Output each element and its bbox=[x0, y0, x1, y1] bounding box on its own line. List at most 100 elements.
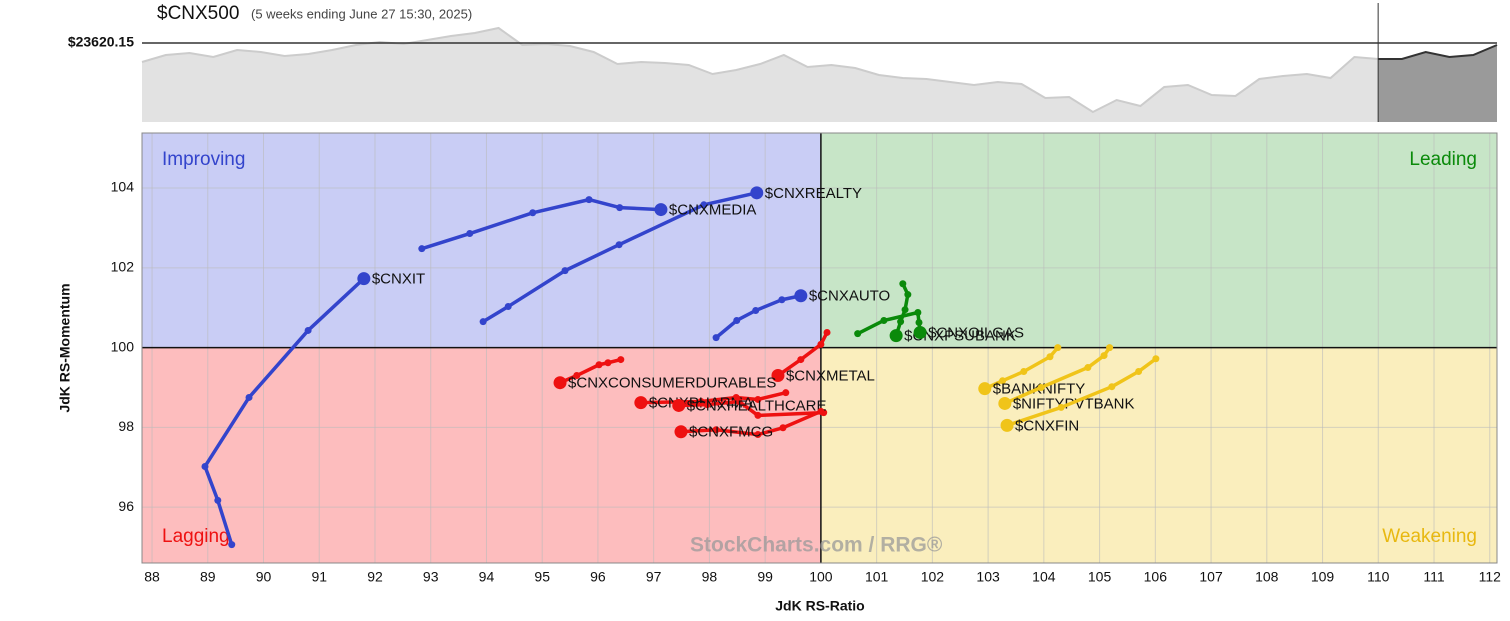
series-label: $CNXPSUBANK bbox=[904, 328, 1016, 345]
head-point bbox=[674, 425, 688, 439]
tail-point bbox=[1135, 368, 1143, 376]
tail-point bbox=[304, 326, 312, 334]
tail-point bbox=[561, 267, 569, 275]
quadrant-label: Leading bbox=[1409, 149, 1477, 170]
x-tick-label: 91 bbox=[311, 569, 327, 585]
tail-point bbox=[1152, 355, 1160, 363]
x-tick-label: 102 bbox=[921, 569, 945, 585]
tail-point bbox=[897, 318, 905, 326]
head-point bbox=[672, 398, 686, 412]
chart-subtitle: (5 weeks ending June 27 15:30, 2025) bbox=[251, 6, 472, 21]
head-point bbox=[913, 325, 927, 339]
tail-point bbox=[1020, 368, 1028, 376]
tail-point bbox=[703, 401, 711, 409]
x-tick-label: 108 bbox=[1255, 569, 1279, 585]
tail-point bbox=[1108, 383, 1116, 391]
tail-point bbox=[915, 318, 923, 326]
quadrant-label: Weakening bbox=[1382, 526, 1477, 547]
head-point bbox=[998, 396, 1012, 410]
tail-point bbox=[418, 245, 426, 253]
tail-point bbox=[904, 291, 912, 299]
series-label: $CNXHEALTHCARE bbox=[687, 397, 827, 414]
x-tick-label: 97 bbox=[646, 569, 662, 585]
tail-point bbox=[712, 334, 720, 342]
tail-point bbox=[999, 377, 1007, 385]
tail-point bbox=[778, 296, 786, 304]
x-tick-label: 95 bbox=[534, 569, 550, 585]
price-highlight-fill bbox=[1378, 45, 1497, 122]
tail-point bbox=[1100, 352, 1108, 360]
tail-point bbox=[617, 356, 625, 364]
plot-border bbox=[141, 132, 1498, 564]
x-tick-label: 109 bbox=[1311, 569, 1335, 585]
y-tick-label: 96 bbox=[118, 498, 134, 514]
tail-point bbox=[595, 361, 603, 369]
tail-point bbox=[504, 303, 512, 311]
series-label: $CNXREALTY bbox=[765, 185, 862, 202]
series-label: $CNXMEDIA bbox=[669, 202, 757, 219]
price-area-fill bbox=[142, 28, 1379, 122]
tail-point bbox=[466, 230, 474, 238]
series-label: $CNXFIN bbox=[1015, 417, 1079, 434]
tail-point bbox=[735, 397, 743, 405]
x-tick-label: 101 bbox=[865, 569, 889, 585]
tail-point bbox=[733, 316, 741, 324]
tail-point bbox=[529, 209, 537, 217]
tail-point bbox=[214, 496, 222, 504]
tail-point bbox=[700, 201, 708, 209]
tail-point bbox=[1106, 344, 1114, 352]
x-tick-label: 110 bbox=[1367, 569, 1390, 585]
series-label: $CNXCONSUMERDURABLES bbox=[568, 375, 776, 392]
head-point bbox=[357, 272, 371, 286]
head-point bbox=[889, 329, 903, 343]
head-point bbox=[771, 369, 785, 383]
x-tick-label: 94 bbox=[479, 569, 495, 585]
y-tick-label: 98 bbox=[118, 418, 134, 434]
tail-point bbox=[779, 424, 787, 432]
price-highlight-line bbox=[1378, 44, 1498, 60]
quadrant-label: Lagging bbox=[162, 526, 230, 547]
x-tick-label: 105 bbox=[1088, 569, 1112, 585]
tail-line bbox=[203, 277, 366, 546]
tail-point bbox=[817, 340, 825, 348]
tail-point bbox=[573, 372, 581, 380]
tail-point bbox=[479, 318, 487, 326]
reference-label: $23620.15 bbox=[68, 34, 134, 50]
tail-point bbox=[754, 411, 762, 419]
quadrant-label: Improving bbox=[162, 149, 245, 170]
tail-point bbox=[754, 431, 762, 439]
x-tick-label: 106 bbox=[1144, 569, 1168, 585]
head-point bbox=[634, 396, 648, 410]
tail-point bbox=[245, 393, 253, 401]
tail-point bbox=[899, 280, 907, 288]
quadrant bbox=[142, 347, 821, 563]
quadrant bbox=[142, 133, 821, 348]
tail-point bbox=[854, 330, 862, 338]
tail-point bbox=[1084, 364, 1092, 372]
x-tick-label: 104 bbox=[1032, 569, 1056, 585]
tail-line bbox=[482, 191, 758, 324]
tail-point bbox=[228, 541, 236, 549]
x-tick-label: 98 bbox=[702, 569, 718, 585]
quadrant bbox=[820, 347, 1497, 563]
tail-point bbox=[1046, 353, 1054, 361]
head-point bbox=[750, 186, 764, 200]
tail-point bbox=[604, 359, 612, 367]
x-tick-label: 90 bbox=[256, 569, 272, 585]
tail-point bbox=[616, 204, 624, 212]
head-point bbox=[978, 382, 992, 396]
x-tick-label: 88 bbox=[144, 569, 160, 585]
tail-point bbox=[797, 356, 805, 364]
x-tick-label: 112 bbox=[1479, 569, 1502, 585]
head-point bbox=[553, 376, 567, 390]
series-label: $CNXIT bbox=[372, 271, 425, 288]
x-tick-label: 99 bbox=[757, 569, 773, 585]
tail-line bbox=[776, 331, 829, 377]
tail-point bbox=[712, 426, 720, 434]
y-tick-label: 100 bbox=[111, 338, 135, 354]
quadrant bbox=[820, 133, 1497, 348]
tail-point bbox=[914, 308, 922, 316]
tail-line bbox=[421, 197, 662, 251]
watermark: StockCharts.com / RRG® bbox=[690, 534, 943, 557]
